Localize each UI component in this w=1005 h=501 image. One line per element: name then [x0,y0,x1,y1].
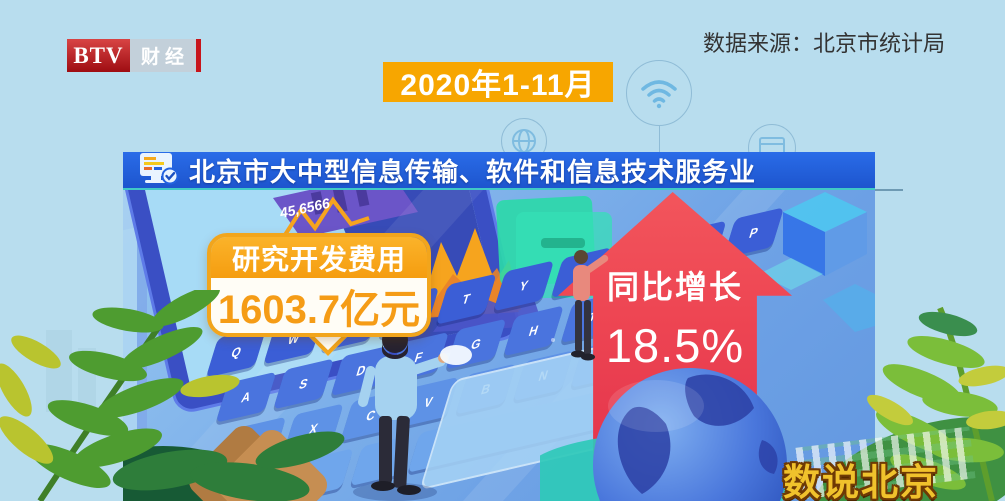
keyboard-key [235,461,297,501]
keyboard-key: S [273,358,335,410]
keyboard-key: F [388,331,449,383]
keyboard-key: A [215,371,277,423]
headline-bar: 北京市大中型信息传输、软件和信息技术服务业 [123,152,875,190]
btv-logo-subchannel: 财经 [130,39,196,72]
keyboard-key: H [503,305,564,357]
monitor-check-icon [137,152,179,190]
rd-expense-label: 研究开发费用 [211,237,427,278]
rd-expense-value: 1603.7亿元 [211,278,427,333]
connector-line [659,126,660,154]
keyboard-key [292,448,354,500]
keyboard-key: C [340,390,402,442]
period-banner: 2020年1-11月 [383,62,613,102]
btv-logo-mark: BTV [67,39,130,72]
watermark: 数说北京 [783,462,939,501]
data-source-label: 数据来源：北京市统计局 [703,31,946,56]
rd-expense-callout: 研究开发费用 1603.7亿元 [207,233,431,356]
btv-logo-stripe [196,39,201,72]
btv-logo: BTV 财经 [67,39,201,72]
building-silhouette [78,348,96,412]
building-silhouette [46,330,72,412]
keyboard-key: Z [225,416,287,468]
connector-line [875,189,903,191]
keyboard-key [350,435,412,487]
growth-value: 18.5% [605,319,745,372]
keyboard-key: X [282,403,344,455]
keyboard-key: D [330,345,392,397]
growth-label: 同比增长 [606,269,743,305]
wifi-icon [626,60,692,126]
headline-title: 北京市大中型信息传输、软件和信息技术服务业 [189,156,757,187]
keyboard-key: G [445,318,507,370]
